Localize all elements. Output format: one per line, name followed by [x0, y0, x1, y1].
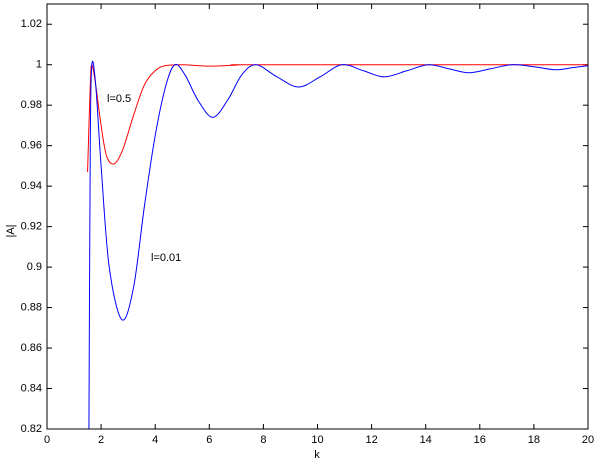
- x-tick-label: 10: [311, 434, 323, 446]
- series-line: [87, 64, 588, 172]
- y-tick-label: 0.9: [27, 261, 42, 273]
- x-axis-label: k: [314, 449, 320, 461]
- y-tick-label: 0.98: [21, 99, 42, 111]
- x-tick-label: 14: [420, 434, 432, 446]
- y-tick-label: 0.92: [21, 221, 42, 233]
- x-tick-label: 4: [152, 434, 158, 446]
- y-tick-label: 1.02: [21, 18, 42, 30]
- y-tick-label: 0.86: [21, 342, 42, 354]
- x-tick-label: 2: [98, 434, 104, 446]
- series-annotation: l=0.01: [151, 252, 181, 264]
- x-tick-label: 16: [474, 434, 486, 446]
- x-tick-label: 12: [365, 434, 377, 446]
- plot-frame: [46, 3, 589, 430]
- x-tick-label: 20: [582, 434, 594, 446]
- x-tick-label: 0: [44, 434, 50, 446]
- x-tick-label: 18: [528, 434, 540, 446]
- y-tick-label: 0.82: [21, 423, 42, 435]
- x-tick-label: 8: [260, 434, 266, 446]
- x-tick-label: 6: [206, 434, 212, 446]
- y-tick-label: 1: [36, 59, 42, 71]
- y-tick-label: 0.96: [21, 140, 42, 152]
- y-axis-label: |A|: [5, 224, 17, 237]
- series-line: [88, 60, 588, 429]
- series-annotation: l=0.5: [107, 93, 131, 105]
- y-tick-label: 0.88: [21, 301, 42, 313]
- y-tick-label: 0.94: [21, 180, 42, 192]
- y-tick-label: 0.84: [21, 382, 42, 394]
